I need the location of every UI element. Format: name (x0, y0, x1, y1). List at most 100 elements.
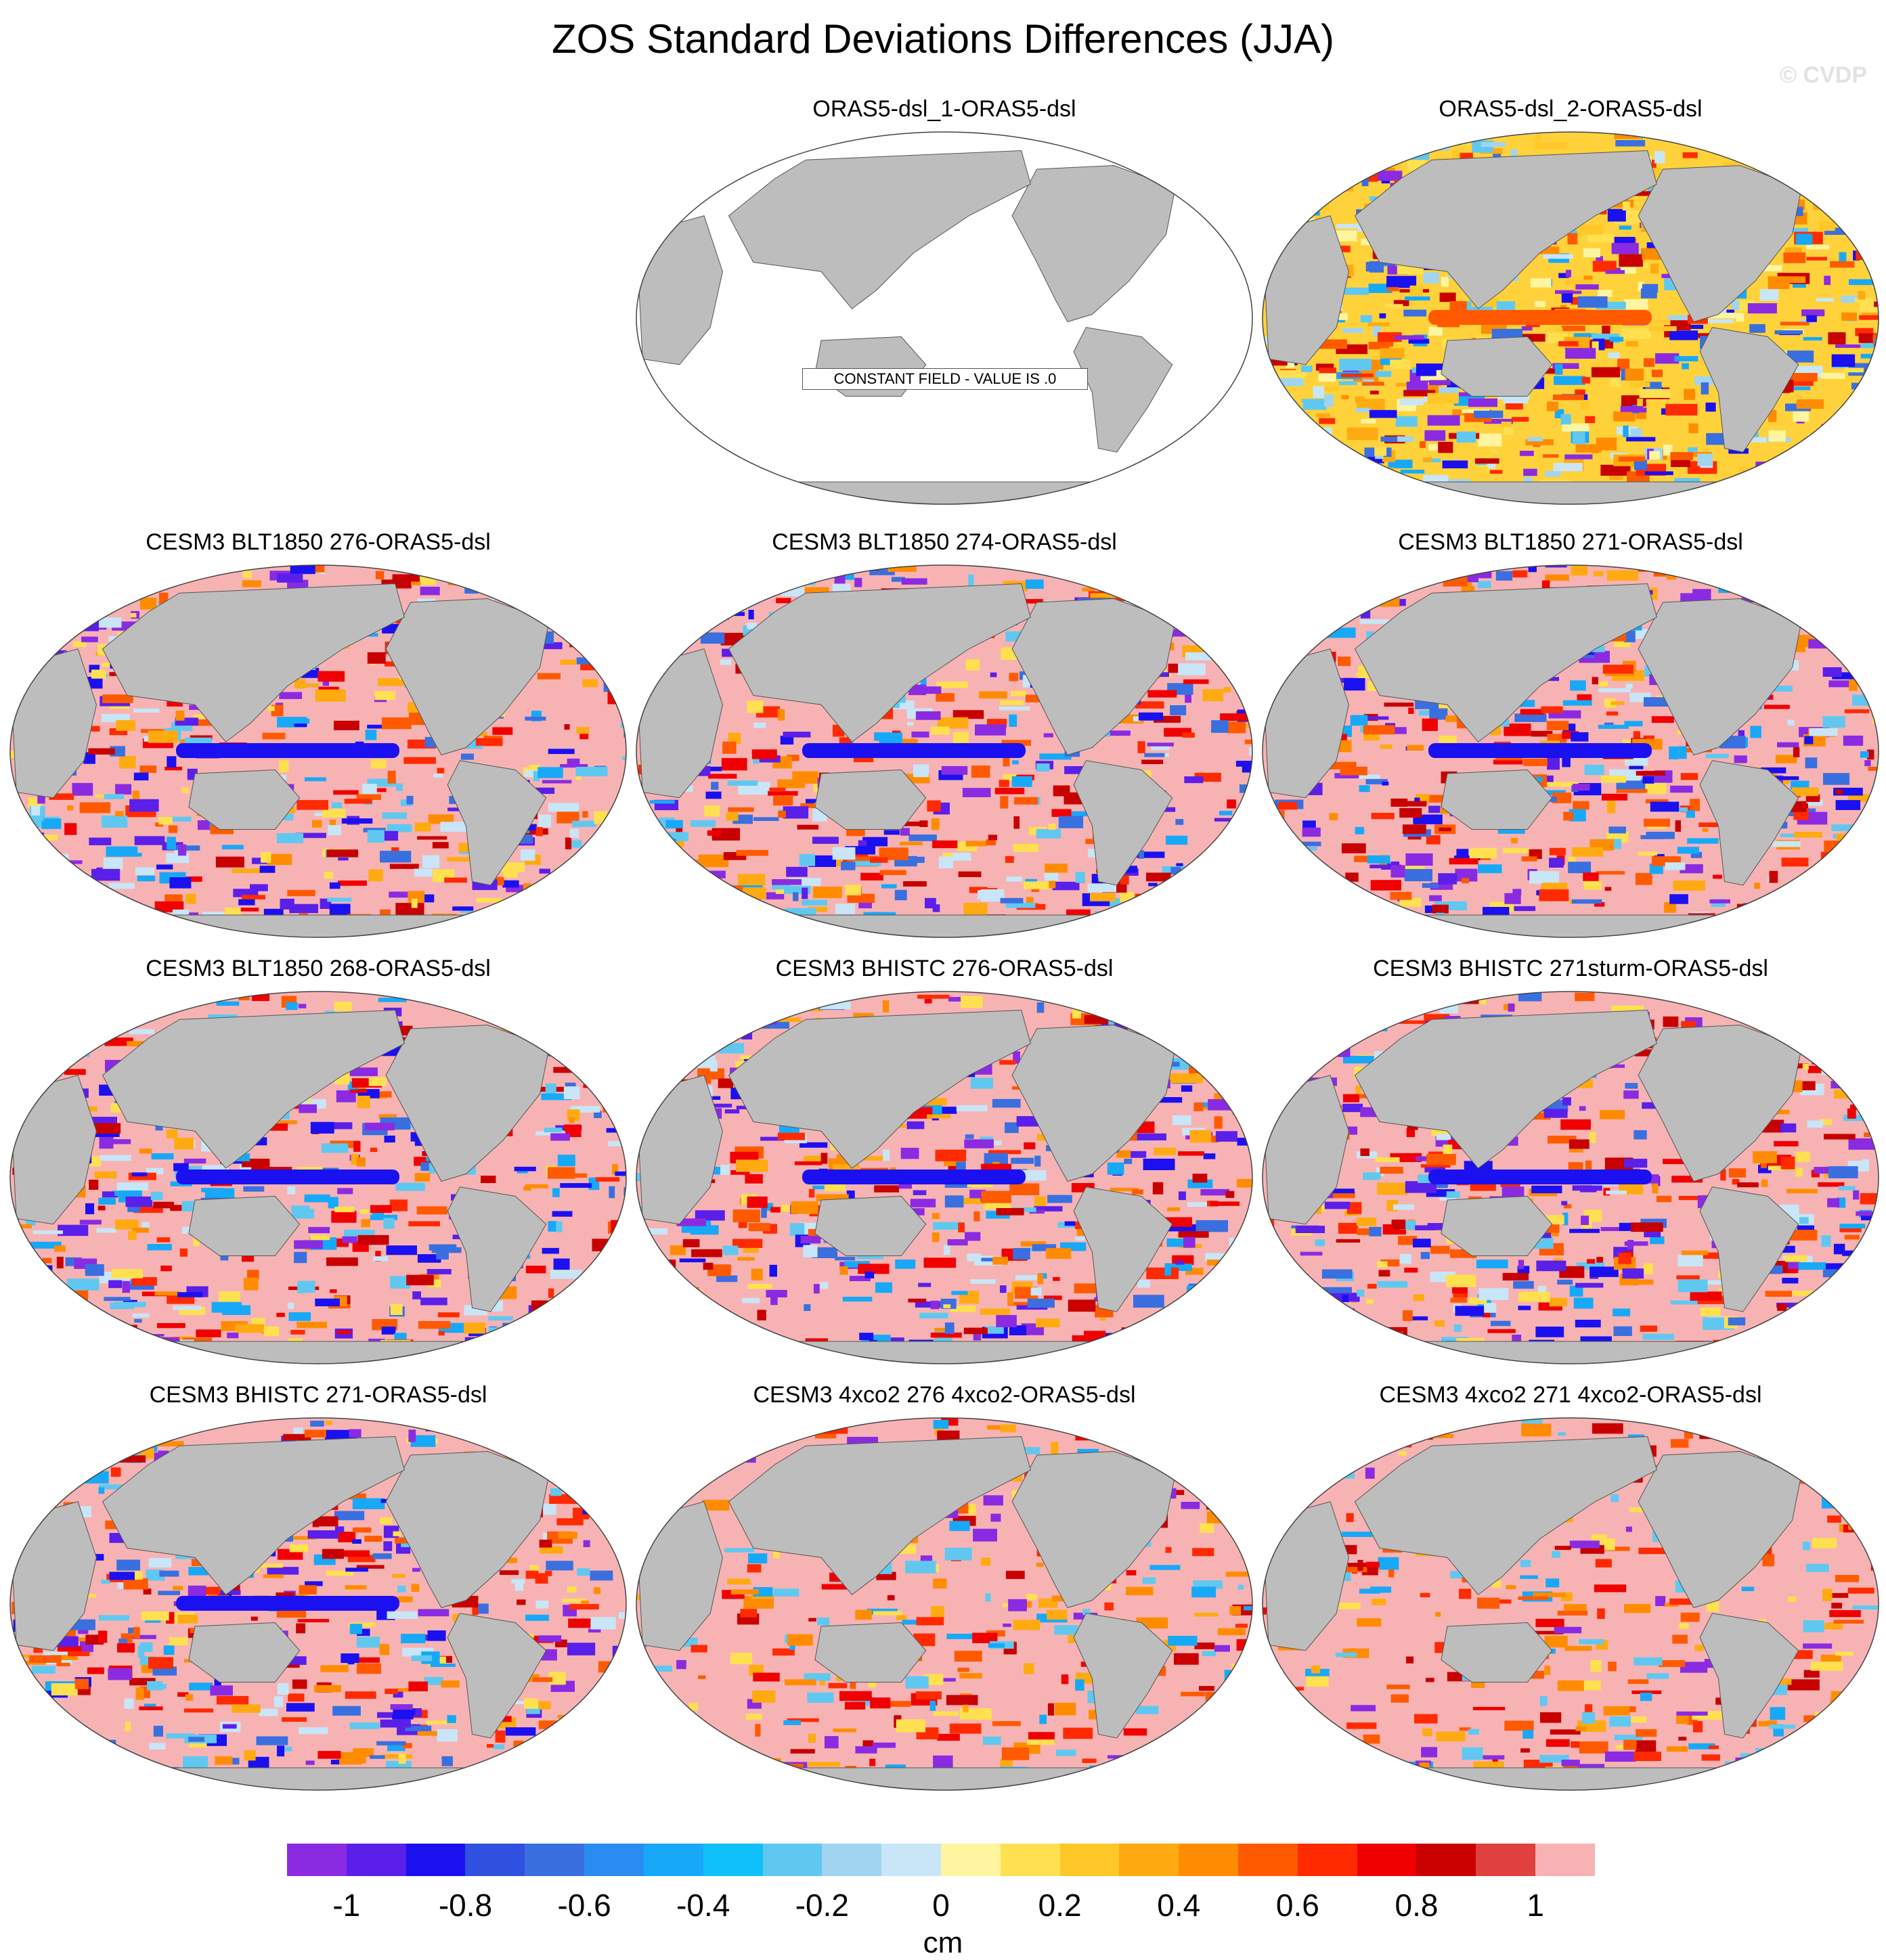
data-cell (508, 1362, 527, 1367)
data-cell (1581, 1216, 1589, 1225)
data-cell (1305, 577, 1327, 586)
data-cell (140, 765, 157, 773)
data-cell (89, 1347, 109, 1359)
data-cell (1236, 1295, 1256, 1304)
data-cell (1439, 129, 1454, 134)
data-cell (765, 1346, 771, 1358)
data-cell (1361, 1339, 1390, 1343)
map-plot (1259, 562, 1882, 941)
data-cell (251, 1617, 258, 1621)
data-cell (1261, 195, 1283, 201)
data-cell (1804, 736, 1813, 744)
data-cell (1229, 1043, 1236, 1054)
data-cell (1378, 171, 1403, 181)
data-cell (169, 877, 191, 888)
data-cell (1797, 1028, 1816, 1036)
data-cell (605, 1001, 611, 1010)
data-cell (1267, 883, 1297, 887)
data-cell (1338, 1223, 1358, 1234)
data-cell (1793, 1291, 1823, 1296)
data-cell (1390, 892, 1412, 900)
data-cell (479, 923, 508, 935)
data-cell (1645, 471, 1673, 475)
data-cell (1311, 1356, 1319, 1362)
data-cell (1630, 382, 1650, 387)
data-cell (1277, 417, 1293, 420)
data-cell (1190, 1130, 1212, 1143)
data-cell (1583, 872, 1598, 881)
data-cell (565, 1005, 592, 1010)
data-cell (1836, 908, 1866, 914)
data-cell (1518, 1292, 1550, 1302)
data-cell (1657, 1196, 1671, 1202)
data-cell (117, 1182, 148, 1190)
data-cell (328, 825, 341, 835)
data-cell (1821, 373, 1845, 379)
data-cell (24, 1325, 49, 1329)
data-cell (1369, 1331, 1401, 1341)
data-cell (525, 1615, 549, 1621)
data-cell (98, 1206, 106, 1211)
data-cell (1864, 760, 1870, 766)
data-cell (322, 1143, 349, 1153)
data-cell (1768, 583, 1786, 595)
data-cell (674, 1292, 702, 1303)
data-cell (1857, 1341, 1882, 1350)
data-cell (337, 1331, 351, 1335)
data-cell (1292, 1302, 1314, 1314)
data-cell (1323, 133, 1341, 137)
data-cell (1164, 933, 1192, 941)
data-cell (25, 1331, 33, 1343)
data-cell (1803, 1302, 1833, 1309)
data-cell (531, 1350, 537, 1362)
data-cell (1701, 382, 1709, 395)
data-cell (1062, 930, 1083, 941)
data-cell (1807, 1121, 1824, 1128)
data-cell (1870, 676, 1882, 680)
data-cell (1215, 1299, 1246, 1306)
data-cell (118, 1006, 137, 1013)
data-cell (157, 1323, 185, 1328)
figure-title: ZOS Standard Deviations Differences (JJA… (0, 15, 1886, 64)
data-cell (624, 1019, 630, 1031)
data-cell (1675, 820, 1681, 832)
data-cell (1869, 650, 1882, 662)
data-cell (799, 854, 815, 866)
data-cell (1803, 337, 1822, 340)
data-cell (1167, 1337, 1187, 1345)
data-cell (7, 1546, 14, 1553)
data-cell (268, 706, 275, 711)
data-cell (52, 1343, 84, 1354)
data-cell (539, 988, 571, 996)
data-cell (115, 784, 131, 795)
data-cell (1423, 272, 1439, 283)
data-cell (1547, 757, 1560, 770)
data-cell (417, 837, 447, 840)
data-cell (945, 1322, 955, 1334)
data-cell (1315, 135, 1332, 143)
data-cell (619, 914, 630, 918)
data-cell (553, 1067, 577, 1073)
data-cell (1304, 1063, 1312, 1073)
data-cell (357, 1096, 370, 1109)
data-cell (699, 608, 729, 620)
data-cell (1690, 1360, 1701, 1367)
data-cell (1399, 808, 1422, 818)
data-cell (287, 1186, 295, 1195)
data-cell (1470, 848, 1497, 858)
data-cell (1606, 711, 1618, 715)
data-cell (1844, 368, 1864, 373)
data-cell (642, 897, 660, 909)
data-cell (706, 1021, 732, 1032)
data-cell (548, 749, 575, 754)
data-cell (1749, 324, 1766, 333)
data-cell (8, 603, 26, 608)
data-cell (1265, 830, 1276, 836)
data-cell (1501, 935, 1520, 941)
data-cell (1211, 907, 1231, 914)
data-cell (140, 598, 156, 610)
data-cell (856, 932, 865, 937)
map-plot (633, 988, 1256, 1367)
land-mass (72, 915, 565, 937)
data-cell (1225, 1272, 1254, 1277)
